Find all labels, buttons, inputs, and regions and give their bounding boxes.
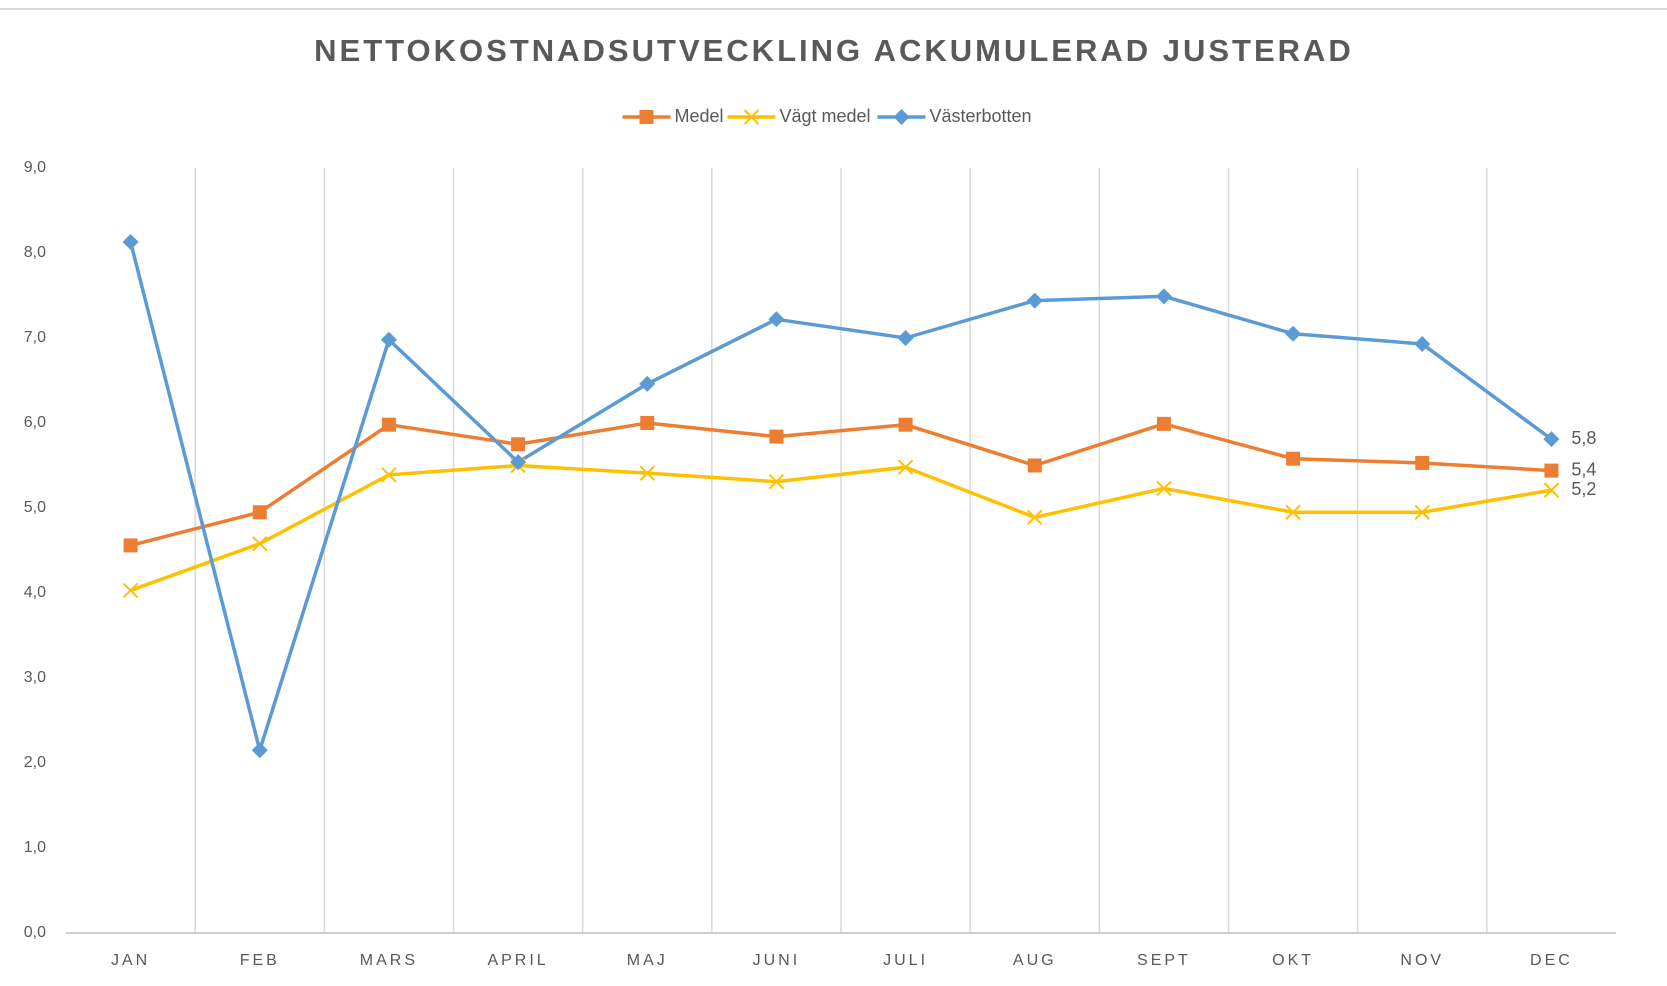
marker <box>1415 455 1430 470</box>
marker <box>1156 480 1172 497</box>
data-label: 5,2 <box>1571 479 1596 499</box>
data-label: 5,8 <box>1571 428 1596 448</box>
marker <box>1027 458 1042 473</box>
legend-marker <box>639 110 654 124</box>
marker <box>251 742 268 759</box>
marker <box>380 331 397 348</box>
marker <box>1285 325 1302 342</box>
y-tick-label: 3,0 <box>24 669 46 686</box>
marker <box>252 505 267 520</box>
x-tick-label: JULI <box>883 952 928 969</box>
x-tick-label: MARS <box>360 952 418 969</box>
y-tick-label: 8,0 <box>24 244 46 261</box>
legend-marker <box>893 109 910 125</box>
series-line <box>130 421 1552 548</box>
chart-title: NETTOKOSTNADSUTVECKLING ACKUMULERAD JUST… <box>314 33 1354 68</box>
marker <box>1026 292 1043 309</box>
legend-label: Västerbotten <box>930 106 1032 126</box>
marker <box>1543 431 1560 448</box>
legend-label: Medel <box>675 106 724 126</box>
x-tick-label: OKT <box>1272 952 1314 969</box>
marker <box>897 330 914 346</box>
x-tick-label: APRIL <box>487 952 548 969</box>
marker <box>640 416 655 430</box>
marker <box>639 465 655 481</box>
y-tick-label: 5,0 <box>24 499 46 516</box>
x-tick-label: JAN <box>111 952 150 969</box>
marker <box>1414 504 1430 520</box>
marker <box>511 437 526 452</box>
marker <box>1286 451 1301 466</box>
x-tick-label: MAJ <box>627 952 668 969</box>
y-tick-label: 6,0 <box>24 414 46 431</box>
marker <box>381 467 397 483</box>
legend-marker <box>743 109 760 125</box>
marker <box>768 311 785 328</box>
legend-label: Vägt medel <box>780 106 871 126</box>
y-tick-label: 2,0 <box>24 754 46 771</box>
marker <box>1156 416 1171 431</box>
y-tick-label: 0,0 <box>24 924 46 941</box>
marker <box>510 454 527 471</box>
x-tick-label: FEB <box>240 952 280 969</box>
y-tick-label: 9,0 <box>24 159 46 176</box>
marker <box>897 459 914 475</box>
x-tick-label: DEC <box>1530 952 1573 969</box>
marker <box>1155 288 1172 305</box>
marker <box>769 429 784 444</box>
marker <box>639 375 656 392</box>
marker <box>1414 335 1431 352</box>
marker <box>123 538 138 553</box>
marker <box>1543 482 1560 498</box>
marker <box>1285 504 1301 520</box>
marker <box>768 473 785 490</box>
y-tick-label: 1,0 <box>24 839 46 856</box>
y-tick-label: 4,0 <box>24 584 46 601</box>
x-tick-label: AUG <box>1013 952 1057 969</box>
x-tick-label: SEPT <box>1137 952 1191 969</box>
marker <box>252 535 268 552</box>
y-tick-label: 7,0 <box>24 329 46 346</box>
marker <box>898 417 913 432</box>
x-tick-label: JUNI <box>753 952 801 969</box>
series-line <box>129 463 1552 593</box>
marker <box>1544 463 1559 478</box>
x-tick-label: NOV <box>1400 952 1444 969</box>
series-line <box>128 241 1553 752</box>
marker <box>1027 509 1043 526</box>
marker <box>122 582 139 599</box>
marker <box>381 417 396 432</box>
marker <box>122 233 139 250</box>
data-label: 5,4 <box>1571 459 1596 479</box>
